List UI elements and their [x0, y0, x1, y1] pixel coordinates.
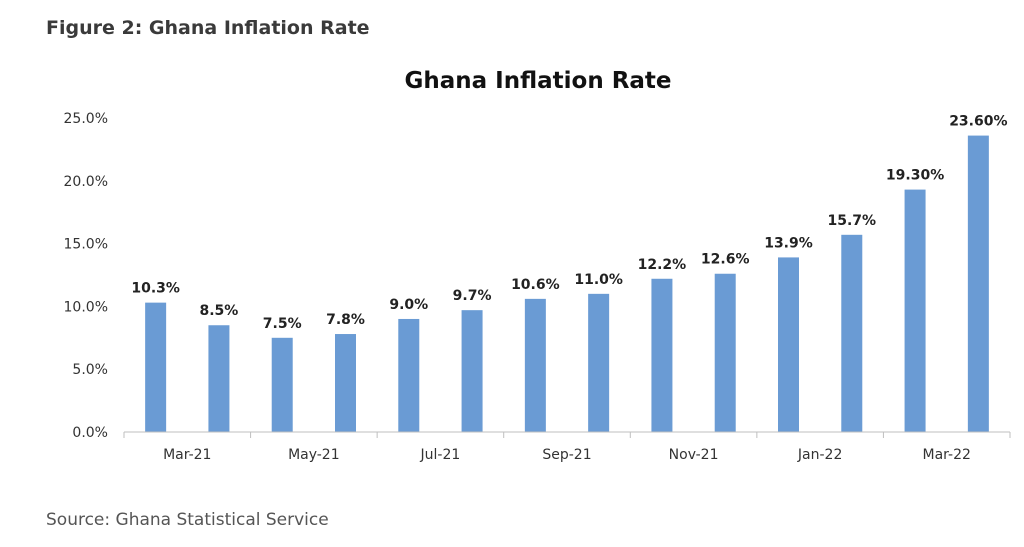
data-label: 13.9%: [764, 235, 813, 251]
data-label: 12.2%: [638, 257, 687, 273]
data-label: 7.5%: [263, 316, 302, 332]
bar: [714, 273, 736, 432]
bar: [398, 318, 420, 432]
bar: [651, 278, 673, 432]
source-note: Source: Ghana Statistical Service: [46, 510, 329, 530]
data-label: 15.7%: [827, 213, 876, 229]
bar: [461, 310, 483, 432]
figure-label: Figure 2: Ghana Inflation Rate: [46, 17, 370, 39]
bar: [841, 234, 863, 432]
x-tick-label: Jan-22: [797, 447, 842, 463]
data-label: 10.6%: [511, 277, 560, 293]
y-tick-label: 10.0%: [64, 299, 108, 315]
x-tick-label: Jul-21: [420, 447, 461, 463]
data-label: 19.30%: [886, 168, 944, 184]
x-tick-label: Nov-21: [669, 447, 719, 463]
y-tick-label: 20.0%: [64, 174, 108, 190]
data-label: 7.8%: [326, 312, 365, 328]
data-label: 9.7%: [453, 288, 492, 304]
data-labels: 10.3% 8.5% 7.5% 7.8% 9.0% 9.7% 10.6% 11.0% 12.2%…: [131, 114, 1007, 332]
bar: [588, 293, 610, 432]
x-tick-label: Sep-21: [542, 447, 591, 463]
y-tick-label: 0.0%: [72, 425, 108, 441]
chart-title: Ghana Inflation Rate: [404, 68, 671, 94]
data-label: 11.0%: [574, 272, 623, 288]
bar: [271, 337, 293, 432]
y-tick-label: 15.0%: [64, 237, 108, 253]
x-tick-label: Mar-22: [923, 447, 971, 463]
x-tick-label: May-21: [288, 447, 340, 463]
bar: [335, 334, 356, 432]
data-label: 10.3%: [131, 281, 180, 297]
data-label: 23.60%: [949, 114, 1007, 130]
bar: [967, 135, 989, 433]
bar: [904, 189, 926, 432]
y-tick-label: 25.0%: [64, 111, 108, 127]
x-axis-ticks: Mar-21 May-21 Jul-21 Sep-21 Nov-21 Jan-22 Mar-…: [123, 432, 1011, 463]
y-tick-label: 5.0%: [72, 362, 108, 378]
bars: [145, 135, 989, 433]
x-tick-label: Mar-21: [163, 447, 211, 463]
data-label: 8.5%: [200, 303, 239, 319]
data-label: 12.6%: [701, 252, 750, 268]
bar: [778, 257, 799, 432]
y-axis-ticks: 0.0% 5.0% 10.0% 15.0% 20.0% 25.0%: [64, 111, 108, 441]
bar: [524, 298, 546, 432]
data-label: 9.0%: [389, 297, 428, 313]
bar: [208, 325, 230, 432]
bar: [145, 302, 167, 432]
